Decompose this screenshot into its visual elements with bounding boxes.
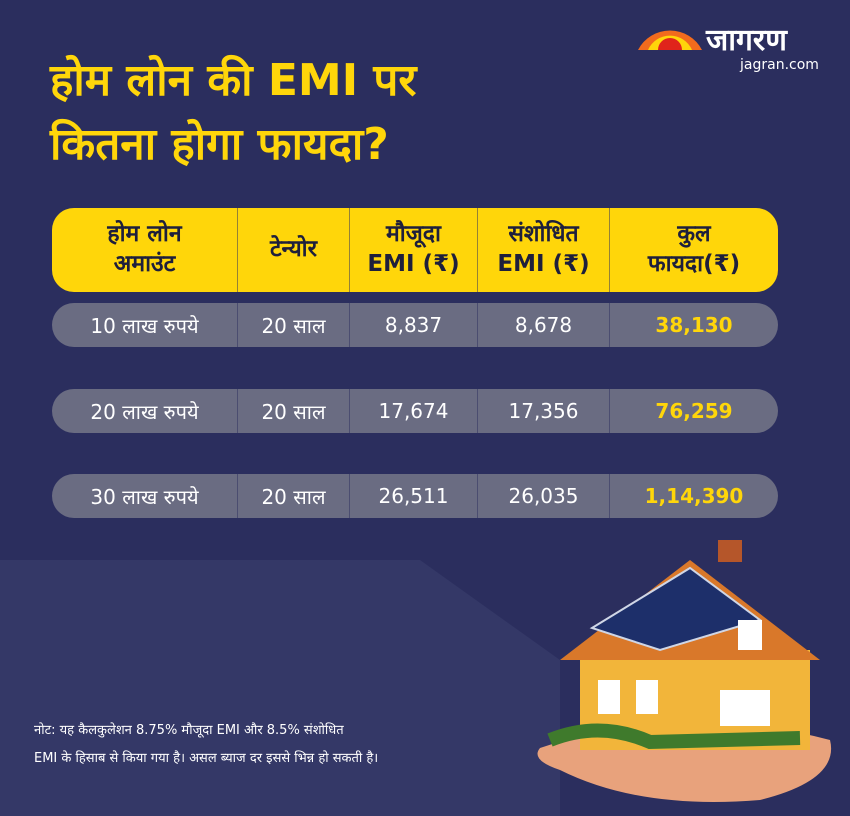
header-cell: होम लोन अमाउंट [52,208,238,292]
table-cell: 20 लाख रुपये [52,389,238,433]
header-text: संशोधित [508,221,579,248]
table-cell: 1,14,390 [644,484,744,508]
table-header: होम लोन अमाउंट टेन्योर मौजूदा EMI (₹) संशोधित… [52,208,778,292]
table-cell: 20 साल [238,474,350,518]
table-cell: 17,356 [478,389,610,433]
table-cell: 10 लाख रुपये [52,303,238,347]
header-cell: टेन्योर [238,208,350,292]
table-cell: 8,678 [478,303,610,347]
table-cell: 38,130 [655,313,733,337]
header-text: होम लोन [107,221,182,248]
header-text: मौजूदा [386,221,441,248]
logo-name: जागरण [706,23,787,58]
logo-sun [638,30,702,50]
note-line: नोट: यह कैलकुलेशन 8.75% मौजूदा EMI और 8.… [34,723,344,738]
table-cell: 26,511 [350,474,478,518]
header-text: EMI (₹) [497,251,590,277]
title-line: कितना होगा फायदा? [50,119,389,170]
table-cell: 76,259 [655,399,733,423]
header-text: EMI (₹) [367,251,460,277]
header-cell: संशोधित EMI (₹) [478,208,610,292]
header-text: अमाउंट [113,251,176,277]
header-text: कुल [677,221,711,248]
title-line: होम लोन की EMI पर [50,55,417,106]
header-cell: कुल फायदा(₹) [610,208,778,292]
table-cell: 20 साल [238,389,350,433]
note-line: EMI के हिसाब से किया गया है। असल ब्याज द… [34,751,379,766]
header-text: फायदा(₹) [647,251,741,277]
house-illustration [537,540,832,802]
logo-site: jagran.com [740,57,819,73]
table-cell: 20 साल [238,303,350,347]
table-cell: 30 लाख रुपये [52,474,238,518]
table-cell: 26,035 [478,474,610,518]
table-row: 30 लाख रुपये 20 साल 26,511 26,035 1,14,390 [52,474,778,518]
header-text: टेन्योर [269,236,318,263]
header-cell: मौजूदा EMI (₹) [350,208,478,292]
table-cell: 8,837 [350,303,478,347]
table-cell: 17,674 [350,389,478,433]
table-row: 20 लाख रुपये 20 साल 17,674 17,356 76,259 [52,389,778,433]
table-row: 10 लाख रुपये 20 साल 8,837 8,678 38,130 [52,303,778,347]
